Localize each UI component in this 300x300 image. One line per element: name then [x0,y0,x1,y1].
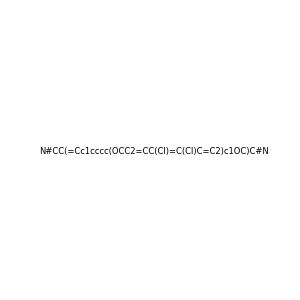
Text: N#CC(=Cc1cccc(OCC2=CC(Cl)=C(Cl)C=C2)c1OC)C#N: N#CC(=Cc1cccc(OCC2=CC(Cl)=C(Cl)C=C2)c1OC… [39,147,268,156]
